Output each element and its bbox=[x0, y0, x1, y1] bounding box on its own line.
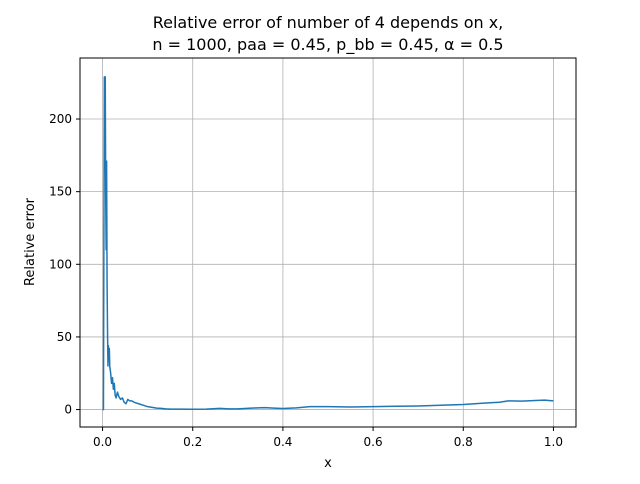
x-tick-label: 1.0 bbox=[544, 435, 563, 449]
y-tick-label: 200 bbox=[49, 112, 72, 126]
x-tick-label: 0.6 bbox=[364, 435, 383, 449]
plot-area bbox=[102, 76, 554, 411]
plot-frame bbox=[79, 57, 577, 428]
y-axis-label: Relative error bbox=[23, 197, 38, 286]
x-tick-label: 0.0 bbox=[93, 435, 112, 449]
y-axis-ticks: 0 50 100 150 200 bbox=[49, 112, 80, 417]
x-axis-ticks: 0.0 0.2 0.4 0.6 0.8 1.0 bbox=[93, 427, 563, 449]
x-tick-label: 0.4 bbox=[273, 435, 292, 449]
x-tick-label: 0.2 bbox=[183, 435, 202, 449]
x-axis-label: x bbox=[324, 456, 332, 471]
y-tick-label: 0 bbox=[64, 403, 72, 417]
y-tick-label: 100 bbox=[49, 257, 72, 271]
x-tick-label: 0.8 bbox=[454, 435, 473, 449]
grid bbox=[80, 58, 576, 427]
chart-title-line2: n = 1000, paa = 0.45, p_bb = 0.45, α = 0… bbox=[152, 35, 503, 55]
series-line bbox=[102, 76, 554, 411]
y-tick-label: 150 bbox=[49, 185, 72, 199]
chart-title-line1: Relative error of number of 4 depends on… bbox=[153, 13, 504, 32]
y-tick-label: 50 bbox=[57, 330, 72, 344]
